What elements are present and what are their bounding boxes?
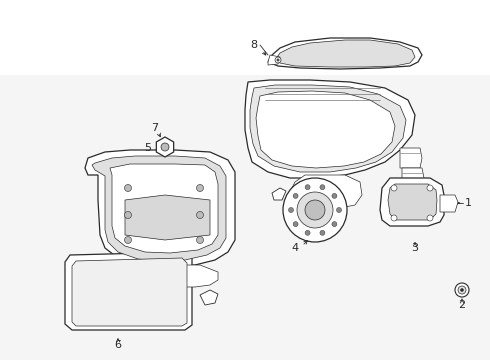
Circle shape — [458, 286, 466, 294]
Circle shape — [196, 212, 203, 219]
Polygon shape — [398, 188, 420, 205]
Polygon shape — [256, 91, 395, 168]
Circle shape — [337, 207, 342, 212]
Text: 5: 5 — [145, 143, 151, 153]
Polygon shape — [380, 178, 444, 226]
Bar — [0, 0, 490, 75]
Circle shape — [293, 193, 298, 198]
Polygon shape — [65, 252, 192, 330]
Polygon shape — [290, 175, 362, 208]
Circle shape — [124, 212, 131, 219]
Circle shape — [391, 185, 397, 191]
Circle shape — [305, 200, 325, 220]
Circle shape — [277, 59, 279, 61]
Text: 4: 4 — [292, 243, 298, 253]
Circle shape — [332, 193, 337, 198]
Circle shape — [196, 185, 203, 192]
Circle shape — [332, 222, 337, 226]
Bar — [62, 75, 448, 340]
Text: 8: 8 — [250, 40, 258, 50]
Polygon shape — [125, 195, 210, 240]
Text: 6: 6 — [115, 340, 122, 350]
Circle shape — [320, 185, 325, 190]
Circle shape — [283, 178, 347, 242]
Polygon shape — [268, 38, 422, 69]
Circle shape — [196, 237, 203, 243]
Circle shape — [461, 288, 464, 292]
Circle shape — [305, 230, 310, 235]
Circle shape — [297, 192, 333, 228]
Polygon shape — [92, 156, 226, 261]
Text: 2: 2 — [459, 300, 466, 310]
Polygon shape — [400, 148, 422, 168]
Circle shape — [305, 185, 310, 190]
Polygon shape — [156, 137, 173, 157]
Polygon shape — [402, 168, 424, 188]
Polygon shape — [268, 55, 280, 65]
Polygon shape — [200, 290, 218, 305]
Circle shape — [161, 143, 169, 151]
Polygon shape — [245, 80, 415, 178]
Polygon shape — [440, 195, 458, 212]
Circle shape — [455, 283, 469, 297]
Circle shape — [391, 215, 397, 221]
Circle shape — [293, 222, 298, 226]
Polygon shape — [388, 184, 437, 220]
Circle shape — [427, 185, 433, 191]
Polygon shape — [275, 40, 415, 67]
Text: 3: 3 — [412, 243, 418, 253]
Polygon shape — [272, 188, 286, 200]
Text: 1: 1 — [465, 198, 471, 208]
Circle shape — [427, 215, 433, 221]
Circle shape — [275, 57, 281, 63]
Circle shape — [289, 207, 294, 212]
Polygon shape — [72, 258, 187, 326]
Circle shape — [124, 237, 131, 243]
Polygon shape — [85, 150, 235, 267]
Polygon shape — [250, 85, 406, 172]
Text: 7: 7 — [151, 123, 159, 133]
Polygon shape — [138, 265, 218, 287]
Circle shape — [124, 185, 131, 192]
Circle shape — [320, 230, 325, 235]
Polygon shape — [110, 164, 218, 253]
